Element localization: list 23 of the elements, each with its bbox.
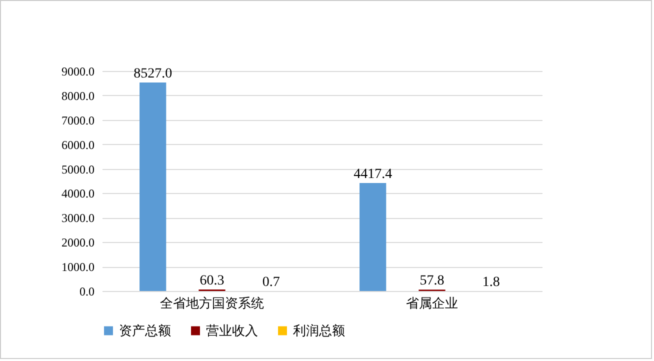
data-label: 1.8 <box>482 274 500 290</box>
legend-label: 资产总额 <box>119 324 171 339</box>
y-tick-label: 3000.0 <box>62 211 94 226</box>
x-tick-label: 全省地方国资系统 <box>160 296 264 312</box>
legend-label: 营业收入 <box>206 324 258 339</box>
data-label: 4417.4 <box>354 167 392 182</box>
y-tick-label: 5000.0 <box>62 162 94 176</box>
data-label: 8527.0 <box>134 66 172 82</box>
y-tick-label: 0.0 <box>80 284 94 298</box>
bar <box>140 82 166 291</box>
y-tick-label: 1000.0 <box>62 260 94 274</box>
data-label: 57.8 <box>420 274 444 289</box>
y-tick-label: 2000.0 <box>62 236 94 250</box>
y-tick-label: 7000.0 <box>62 113 94 128</box>
y-tick-label: 9000.0 <box>62 64 94 78</box>
data-label: 0.7 <box>262 274 280 290</box>
bar <box>360 183 386 291</box>
x-tick-label: 省属企业 <box>406 296 458 312</box>
y-tick-label: 6000.0 <box>62 138 94 152</box>
y-tick-label: 4000.0 <box>62 186 94 201</box>
y-tick-label: 8000.0 <box>62 88 94 103</box>
data-label: 60.3 <box>200 274 224 289</box>
legend-label: 利润总额 <box>293 324 345 339</box>
